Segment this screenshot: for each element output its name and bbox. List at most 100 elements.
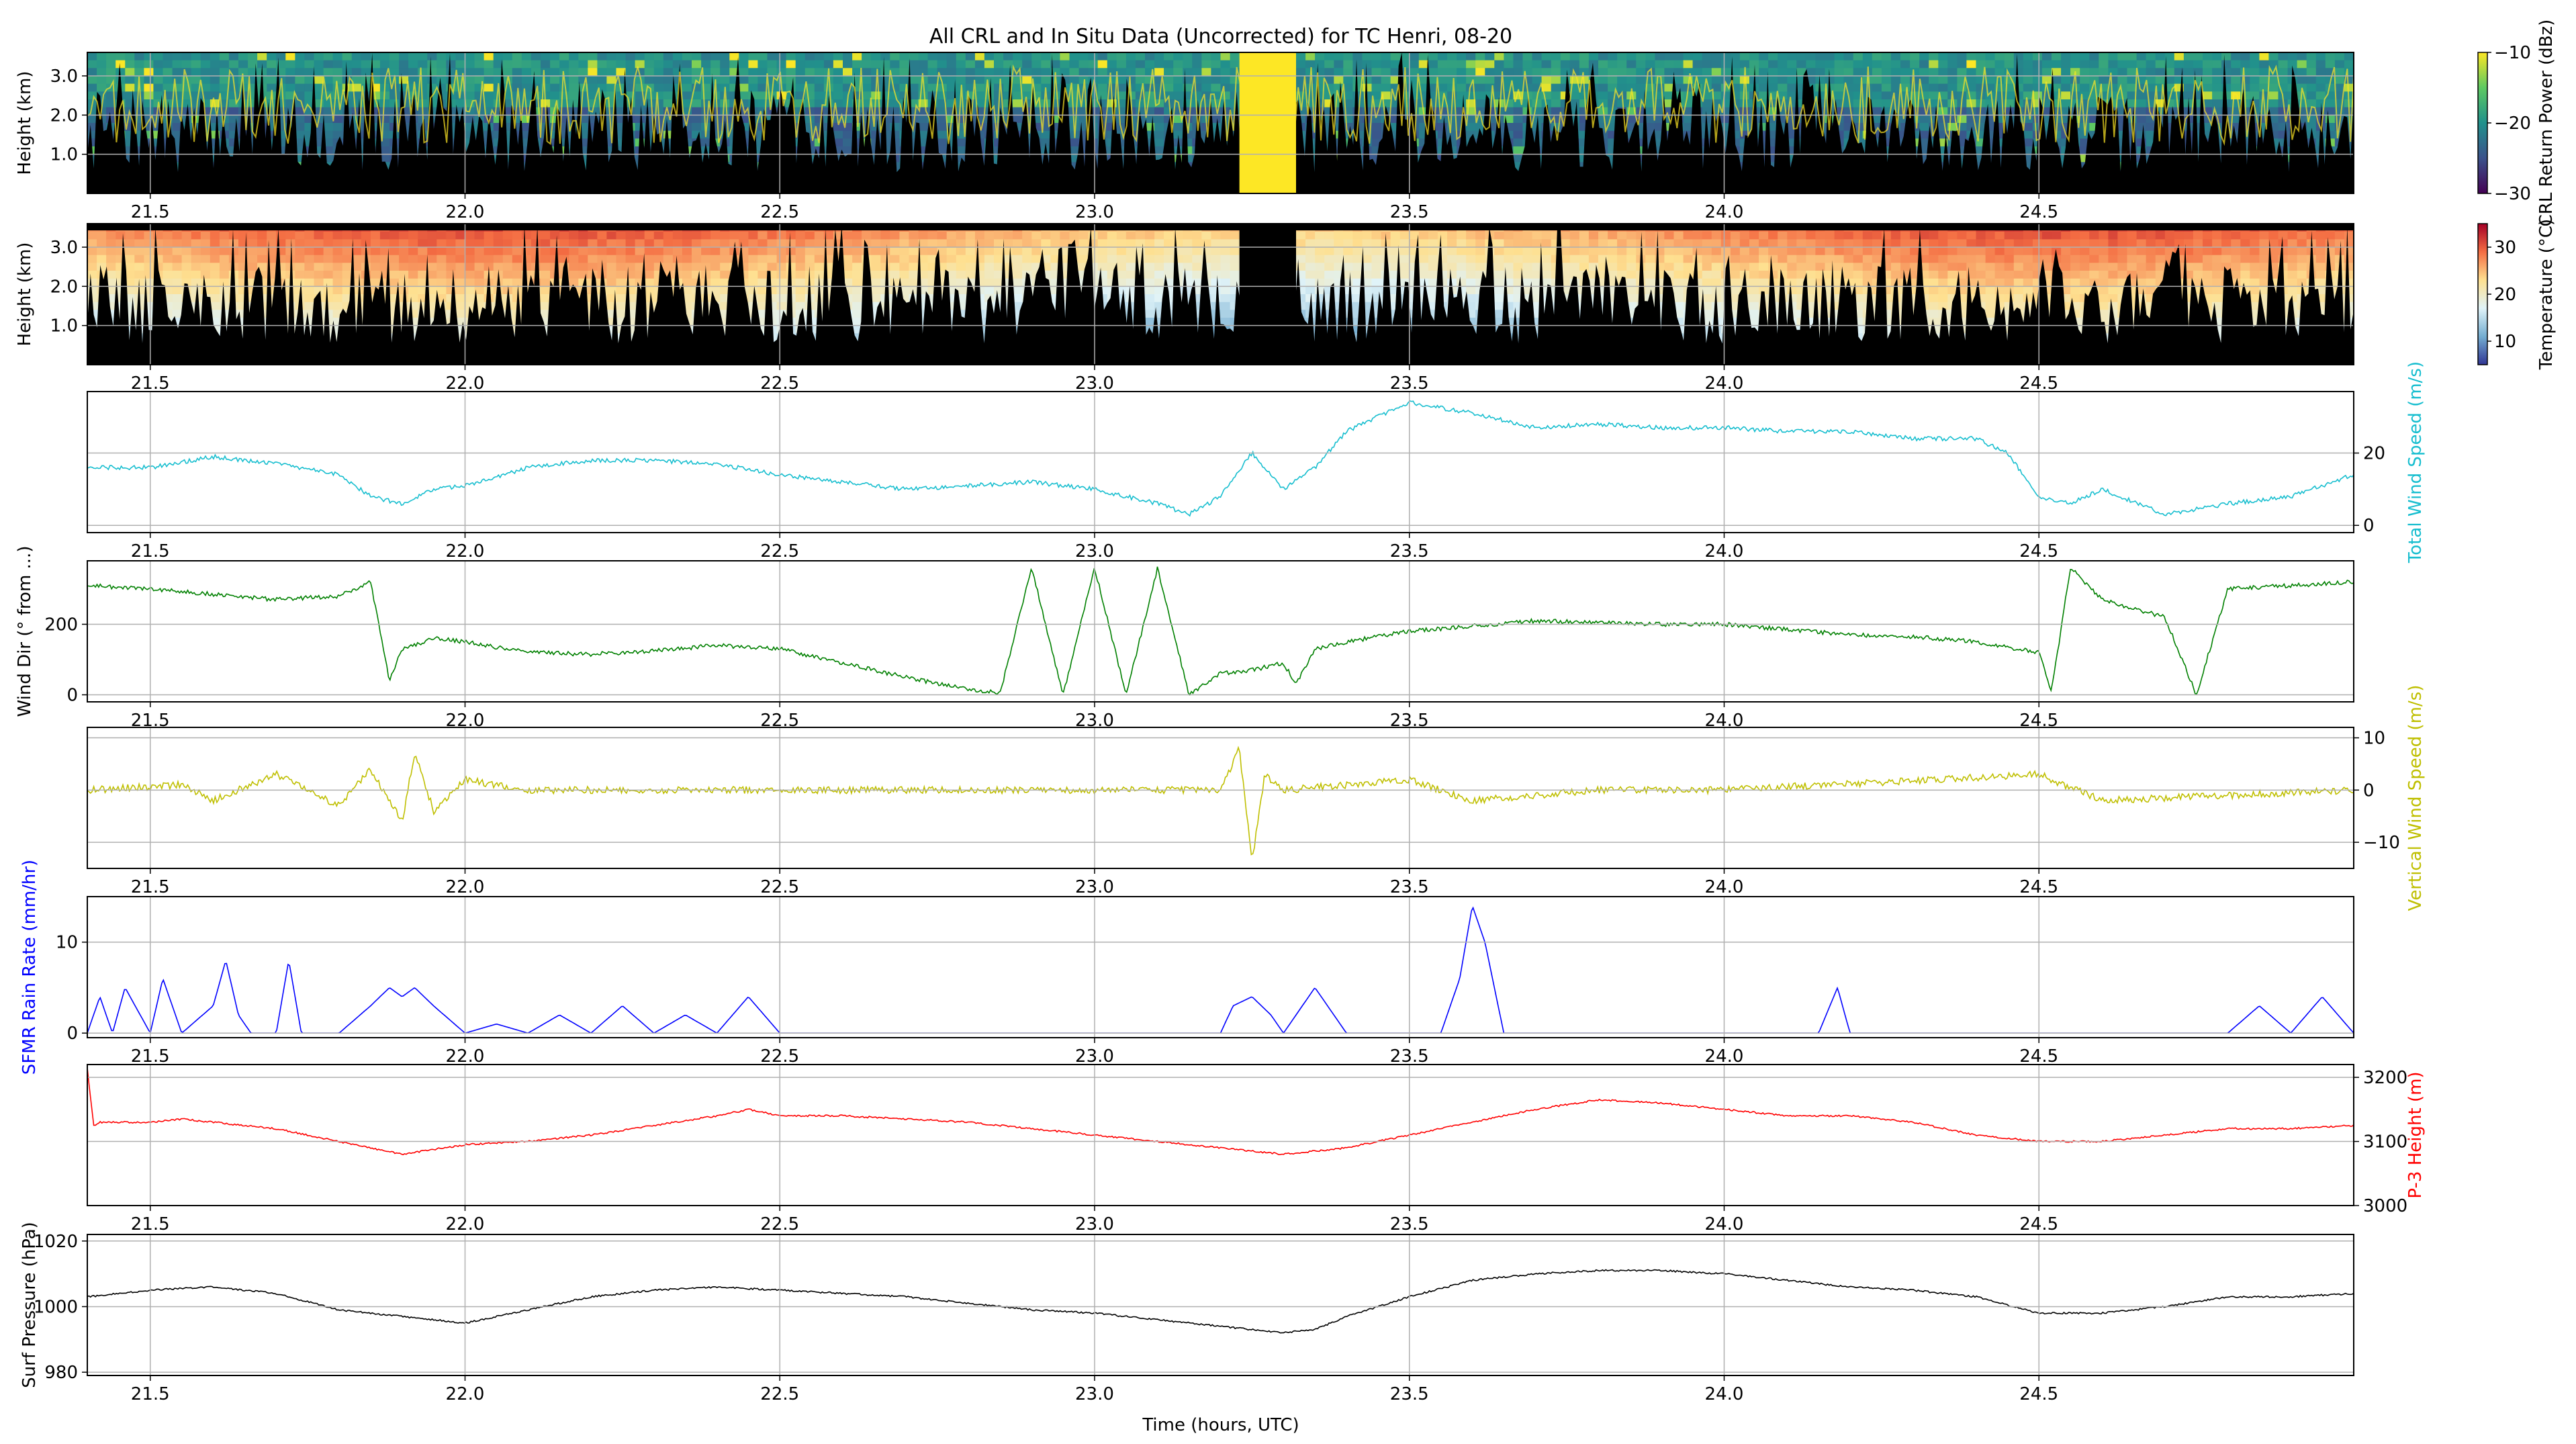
plot-area-crl_power: [87, 52, 2354, 193]
x-tick-label: 23.0: [1075, 1046, 1114, 1067]
colorbar-tick-label: −10: [2494, 43, 2531, 63]
x-tick-label: 22.0: [446, 373, 485, 394]
plot-area-temperature: [87, 224, 2354, 365]
figure-title: All CRL and In Situ Data (Uncorrected) f…: [929, 25, 1512, 48]
series-wind_dir: [87, 566, 2354, 696]
x-tick-label: 23.5: [1390, 202, 1429, 222]
x-tick-label: 24.5: [2019, 373, 2058, 394]
y-tick-label: 3200: [2363, 1068, 2407, 1088]
plot-area-vertical_wind: [87, 746, 2354, 856]
x-tick-label: 22.5: [760, 1384, 799, 1404]
y-tick-label: 20: [2363, 444, 2385, 464]
y-tick-label: 10: [56, 933, 78, 953]
x-tick-label: 24.0: [1705, 877, 1744, 897]
x-tick-label: 22.0: [446, 877, 485, 897]
panel-temperature: 21.5 22.0 22.5 23.0 23.5 24.0 24.5 1.0 2.0 3.0 Hei…: [15, 219, 2557, 394]
x-tick-label: 21.5: [131, 1384, 170, 1404]
x-tick-label: 21.5: [131, 373, 170, 394]
x-tick-label: 24.5: [2019, 1046, 2058, 1067]
y-tick-label: 3.0: [50, 238, 78, 258]
x-tick-label: 23.5: [1390, 1384, 1429, 1404]
y-tick-label: 0: [2363, 516, 2375, 536]
y-axis-label-wind_dir: Wind Dir (° from ...): [15, 546, 35, 717]
frame-temperature: [87, 223, 2354, 365]
frame-crl_power: [87, 52, 2354, 194]
x-tick-label: 24.5: [2019, 1214, 2058, 1234]
panel-p3_height: 21.5 22.0 22.5 23.0 23.5 24.0 24.5 3000 3100 3200…: [87, 1064, 2426, 1234]
data-gap-crl_power: [1239, 52, 1296, 193]
plot-area-rain: [87, 906, 2354, 1034]
x-tick-label: 23.0: [1075, 1384, 1114, 1404]
plot-area-total_wind: [87, 400, 2354, 517]
frame-vertical_wind: [87, 727, 2354, 869]
x-tick-label: 22.5: [760, 202, 799, 222]
x-tick-label: 23.5: [1390, 1046, 1429, 1067]
x-tick-label: 23.5: [1390, 877, 1429, 897]
colorbar-crl_power: [2477, 52, 2488, 194]
x-tick-label: 24.5: [2019, 541, 2058, 561]
x-tick-label: 21.5: [131, 877, 170, 897]
y-tick-label: 2.0: [50, 105, 78, 126]
panel-crl_power: 21.5 22.0 22.5 23.0 23.5 24.0 24.5 1.0 2.0 3.0 Hei…: [15, 19, 2557, 227]
x-tick-label: 24.0: [1705, 1046, 1744, 1067]
y-tick-label: 1.0: [50, 316, 78, 336]
panel-vertical_wind: 21.5 22.0 22.5 23.0 23.5 24.0 24.5 −10 0 10 Vertic…: [87, 685, 2426, 911]
x-tick-label: 23.0: [1075, 373, 1114, 394]
plot-area-wind_dir: [87, 566, 2354, 696]
x-tick-label: 22.0: [446, 1046, 485, 1067]
y-axis-label-crl_power: Height (km): [15, 71, 35, 175]
panels: 21.5 22.0 22.5 23.0 23.5 24.0 24.5 1.0 2.0 3.0 Hei…: [15, 19, 2557, 1404]
colorbar-tick-label: −20: [2494, 114, 2531, 134]
panel-pressure: 21.5 22.0 22.5 23.0 23.5 24.0 24.5 980 1000 1020S…: [19, 1222, 2354, 1404]
y-tick-label: 1020: [34, 1232, 78, 1252]
y-axis-label-pressure: Surf Pressure (hPa): [19, 1222, 40, 1388]
series-pressure: [87, 1269, 2354, 1334]
y-tick-label: 3.0: [50, 66, 78, 87]
frame-p3_height: [87, 1064, 2354, 1206]
x-tick-label: 21.5: [131, 541, 170, 561]
x-tick-label: 24.5: [2019, 202, 2058, 222]
x-tick-label: 24.0: [1705, 541, 1744, 561]
cloud-top-edge: [87, 64, 2354, 193]
x-tick-label: 24.0: [1705, 373, 1744, 394]
x-tick-label: 22.0: [446, 1384, 485, 1404]
signal-mask-crl_power: [87, 52, 2354, 193]
x-tick-label: 23.5: [1390, 541, 1429, 561]
x-tick-label: 23.0: [1075, 202, 1114, 222]
y-tick-label: 10: [2363, 729, 2385, 749]
frame-rain: [87, 896, 2354, 1038]
x-tick-label: 23.0: [1075, 877, 1114, 897]
data-gap-temperature: [1239, 224, 1296, 365]
series-total_wind: [87, 400, 2354, 517]
signal-mask-temperature: [87, 224, 2354, 365]
x-tick-label: 21.5: [131, 1046, 170, 1067]
x-tick-label: 23.0: [1075, 541, 1114, 561]
x-tick-label: 24.5: [2019, 877, 2058, 897]
y-tick-label: 2.0: [50, 277, 78, 297]
y-axis-label-temperature: Height (km): [15, 242, 35, 347]
x-tick-label: 24.0: [1705, 1384, 1744, 1404]
y-tick-label: 0: [2363, 780, 2375, 801]
series-rain: [87, 906, 2354, 1034]
x-tick-label: 22.5: [760, 1214, 799, 1234]
colorbar-tick-label: 20: [2494, 285, 2516, 305]
y-tick-label: 3000: [2363, 1196, 2407, 1216]
x-tick-label: 22.5: [760, 541, 799, 561]
frame-total_wind: [87, 391, 2354, 533]
colorbar-temperature: [2477, 223, 2488, 365]
colorbar-tick-label: 10: [2494, 332, 2516, 352]
x-tick-label: 23.5: [1390, 1214, 1429, 1234]
y-tick-label: 0: [66, 1024, 78, 1044]
series-vertical_wind: [87, 746, 2354, 856]
colorbar-label-crl_power: CRL Return Power (dBz): [2536, 19, 2557, 227]
x-tick-label: 22.5: [760, 877, 799, 897]
x-tick-label: 24.0: [1705, 1214, 1744, 1234]
y-tick-label: 0: [66, 686, 78, 706]
x-tick-label: 22.0: [446, 541, 485, 561]
top-band: [87, 224, 2354, 230]
frame-wind_dir: [87, 560, 2354, 703]
y-axis-label-total_wind: Total Wind Speed (m/s): [2405, 361, 2426, 563]
y-tick-label: 3100: [2363, 1132, 2407, 1153]
